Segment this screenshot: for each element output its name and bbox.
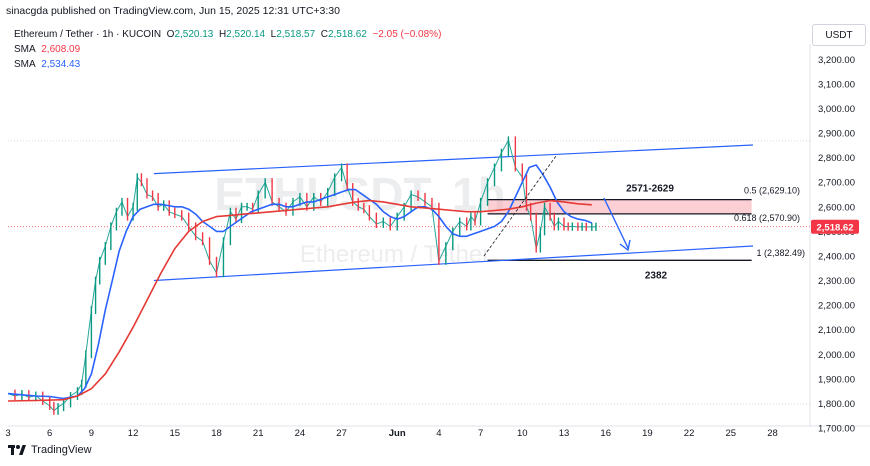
- sma-fast-value: 2,534.43: [41, 59, 81, 70]
- price-tick-label: 1,900.00: [818, 374, 855, 385]
- open-label: O: [166, 29, 175, 40]
- price-tick-label: 2,400.00: [818, 251, 855, 262]
- time-tick-label: 6: [47, 428, 52, 439]
- chart-legend: Ethereum / Tether · 1h · KUCOIN O2,520.1…: [14, 27, 441, 72]
- sma-slow-value: 2,608.09: [41, 44, 81, 55]
- time-tick-label: 15: [170, 428, 181, 439]
- change-value: −2.05 (−0.08%): [372, 29, 442, 40]
- price-tick-label: 1,800.00: [818, 399, 855, 410]
- sma-fast-row[interactable]: SMA 2,534.43: [14, 57, 441, 72]
- ohlc-row: Ethereum / Tether · 1h · KUCOIN O2,520.1…: [14, 27, 441, 42]
- projection-arrowhead-icon: [619, 239, 631, 252]
- price-tick-label: 2,100.00: [818, 325, 855, 336]
- last-price-tag: [811, 219, 859, 234]
- price-tick-label: 2,900.00: [818, 129, 855, 140]
- time-tick-label: Jun: [389, 428, 406, 439]
- time-tick-label: 16: [600, 428, 611, 439]
- time-tick-label: 18: [211, 428, 222, 439]
- channel-lower-line[interactable]: [153, 245, 754, 282]
- price-tick-label: 3,200.00: [818, 55, 855, 66]
- sma-fast-line[interactable]: [7, 164, 593, 400]
- time-tick-label: 10: [517, 428, 528, 439]
- projection-arrow-line[interactable]: [603, 197, 629, 249]
- fib-level-label: 0.618 (2,570.90): [734, 213, 800, 223]
- publish-info: sinacgda published on TradingView.com, J…: [6, 5, 340, 17]
- price-tick-label: 2,800.00: [818, 153, 855, 164]
- fib-level-label: 1 (2,382.49): [756, 248, 805, 258]
- tradingview-logo-icon: [8, 444, 26, 456]
- time-tick-label: 28: [767, 428, 778, 439]
- price-line[interactable]: [7, 139, 597, 412]
- price-tick-label: 2,700.00: [818, 178, 855, 189]
- resistance-zone-label: 2571-2629: [626, 184, 674, 195]
- price-tick-label: 3,000.00: [818, 104, 855, 115]
- watermark-name: Ethereum / Tether: [300, 241, 490, 268]
- sma-slow-label: SMA: [14, 44, 36, 55]
- time-tick-label: 21: [253, 428, 264, 439]
- price-tick-label: 2,200.00: [818, 301, 855, 312]
- sma-slow-line[interactable]: [7, 199, 592, 402]
- high-label: H: [218, 29, 227, 40]
- fib-level-label: 0.5 (2,629.10): [744, 186, 800, 196]
- symbol-label[interactable]: Ethereum / Tether · 1h · KUCOIN: [14, 29, 162, 40]
- open-value: 2,520.13: [174, 29, 214, 40]
- channel-upper-line[interactable]: [153, 144, 754, 175]
- time-tick-label: 13: [559, 428, 570, 439]
- dashed-swing-line: [483, 155, 557, 257]
- time-tick-label: 7: [478, 428, 483, 439]
- sma-slow-row[interactable]: SMA 2,608.09: [14, 42, 441, 57]
- time-tick-label: 9: [89, 428, 94, 439]
- footer-brand-label: TradingView: [31, 444, 92, 456]
- price-tick-label: 1,700.00: [818, 424, 855, 435]
- low-value: 2,518.57: [276, 29, 316, 40]
- last-price-label: 2,518.62: [817, 222, 854, 233]
- time-tick-label: 22: [684, 428, 695, 439]
- close-label: C: [320, 29, 328, 40]
- close-value: 2,518.62: [327, 29, 367, 40]
- sma-fast-label: SMA: [14, 59, 36, 70]
- time-tick-label: 24: [295, 428, 306, 439]
- time-tick-label: 4: [436, 428, 441, 439]
- time-tick-label: 19: [642, 428, 653, 439]
- time-tick-label: 12: [128, 428, 139, 439]
- low-label: L: [270, 29, 277, 40]
- resistance-zone[interactable]: [487, 199, 752, 214]
- time-tick-label: 3: [5, 428, 10, 439]
- footer-brand[interactable]: TradingView: [8, 444, 92, 456]
- price-tick-label: 2,300.00: [818, 276, 855, 287]
- price-tick-label: 2,000.00: [818, 350, 855, 361]
- time-tick-label: 25: [726, 428, 737, 439]
- support-label: 2382: [645, 270, 668, 281]
- price-tick-label: 3,100.00: [818, 79, 855, 90]
- time-tick-label: 27: [336, 428, 347, 439]
- high-value: 2,520.14: [226, 29, 266, 40]
- currency-button[interactable]: USDT: [812, 24, 866, 46]
- price-tick-label: 2,600.00: [818, 202, 855, 213]
